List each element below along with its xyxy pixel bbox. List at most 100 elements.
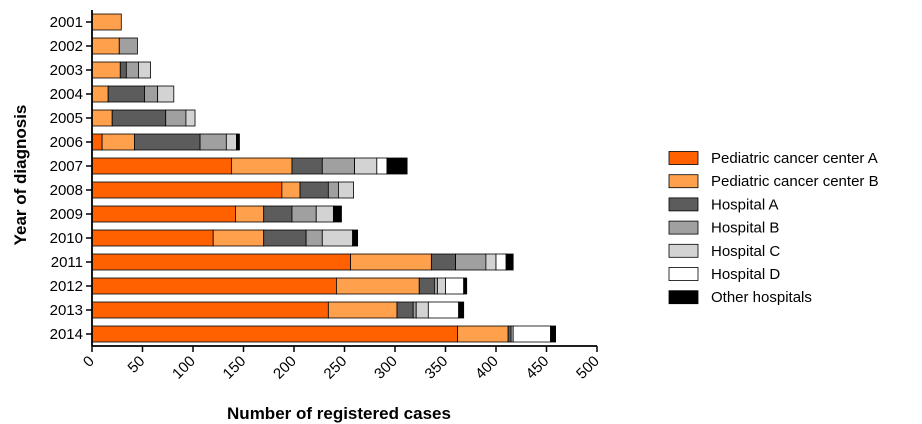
bar-2014-series-5 bbox=[512, 325, 551, 343]
legend-swatch-2 bbox=[668, 197, 699, 212]
legend-label-0: Pediatric cancer center A bbox=[711, 150, 878, 167]
bar-2010-series-0 bbox=[91, 229, 214, 247]
bar-2005-series-3 bbox=[165, 109, 187, 127]
y-tick-label-2005: 2005 bbox=[50, 110, 83, 127]
bar-2009-series-1 bbox=[235, 205, 265, 223]
bar-2002-series-3 bbox=[118, 37, 138, 55]
legend-label-2: Hospital A bbox=[711, 196, 779, 213]
bar-2005-series-2 bbox=[111, 109, 167, 127]
x-tick-label-200: 200 bbox=[270, 353, 300, 383]
bar-2003-series-1 bbox=[91, 61, 121, 79]
legend-label-5: Hospital D bbox=[711, 266, 780, 283]
x-tick-label-500: 500 bbox=[573, 353, 603, 383]
bar-2006-series-1 bbox=[101, 133, 135, 151]
bar-2014-series-6 bbox=[550, 325, 556, 343]
bar-2003-series-3 bbox=[125, 61, 139, 79]
bar-2012-series-2 bbox=[418, 277, 435, 295]
y-tick-label-2009: 2009 bbox=[50, 206, 83, 223]
bar-2009-series-4 bbox=[315, 205, 334, 223]
bar-2005-series-4 bbox=[185, 109, 196, 127]
bar-2004-series-1 bbox=[91, 85, 109, 103]
bar-2012-series-3 bbox=[433, 277, 438, 295]
bar-2012-series-1 bbox=[336, 277, 420, 295]
x-tick-label-350: 350 bbox=[422, 353, 452, 383]
bar-2001-series-1 bbox=[91, 13, 122, 31]
bar-2007-series-5 bbox=[376, 157, 388, 175]
bar-2011-series-3 bbox=[455, 253, 487, 271]
bar-2006-series-3 bbox=[199, 133, 227, 151]
bar-2009-series-0 bbox=[91, 205, 236, 223]
bar-2007-series-4 bbox=[354, 157, 378, 175]
bar-2005-series-1 bbox=[91, 109, 113, 127]
bar-2010-series-2 bbox=[263, 229, 307, 247]
bar-2010-series-6 bbox=[352, 229, 359, 247]
x-tick-label-400: 400 bbox=[472, 353, 502, 383]
bar-2008-series-3 bbox=[327, 181, 339, 199]
bar-2011-series-2 bbox=[430, 253, 456, 271]
legend-label-1: Pediatric cancer center B bbox=[711, 173, 879, 190]
bar-2010-series-4 bbox=[321, 229, 353, 247]
bar-2002-series-1 bbox=[91, 37, 120, 55]
x-tick-label-300: 300 bbox=[371, 353, 401, 383]
bar-2008-series-4 bbox=[338, 181, 354, 199]
legend-swatch-5 bbox=[668, 267, 699, 281]
legend-label-6: Other hospitals bbox=[711, 289, 812, 306]
bar-2012-series-6 bbox=[463, 277, 468, 295]
bar-2014-series-0 bbox=[91, 325, 459, 343]
y-tick-label-2006: 2006 bbox=[50, 134, 83, 151]
y-tick-label-2001: 2001 bbox=[50, 14, 83, 31]
bar-2009-series-3 bbox=[291, 205, 317, 223]
bar-2008-series-2 bbox=[299, 181, 329, 199]
bar-2011-series-0 bbox=[91, 253, 351, 271]
legend-swatch-3 bbox=[668, 220, 699, 235]
bar-2011-series-6 bbox=[505, 253, 514, 271]
legend-label-4: Hospital C bbox=[711, 243, 780, 260]
bar-2012-series-0 bbox=[91, 277, 337, 295]
bar-2009-series-6 bbox=[332, 205, 342, 223]
legend-swatch-1 bbox=[668, 174, 699, 189]
y-tick-label-2014: 2014 bbox=[50, 326, 83, 343]
bar-2012-series-4 bbox=[437, 277, 446, 295]
x-axis-title: Number of registered cases bbox=[227, 404, 451, 423]
bar-2014-series-2 bbox=[507, 325, 512, 343]
x-tick-label-100: 100 bbox=[169, 353, 199, 383]
y-tick-label-2012: 2012 bbox=[50, 278, 83, 295]
bar-2003-series-4 bbox=[138, 61, 151, 79]
bar-2007-series-3 bbox=[321, 157, 355, 175]
legend-swatch-4 bbox=[668, 243, 699, 258]
bars-layer bbox=[91, 13, 556, 343]
bar-2007-series-6 bbox=[386, 157, 408, 175]
y-tick-label-2011: 2011 bbox=[51, 254, 83, 271]
bar-2007-series-1 bbox=[230, 157, 293, 175]
bar-2013-series-4 bbox=[415, 301, 429, 319]
y-tick-label-2013: 2013 bbox=[50, 302, 83, 319]
x-tick-label-250: 250 bbox=[321, 353, 351, 383]
y-tick-label-2007: 2007 bbox=[50, 158, 83, 175]
bar-2013-series-6 bbox=[458, 301, 465, 319]
legend-label-3: Hospital B bbox=[711, 220, 779, 237]
bar-2008-series-0 bbox=[91, 181, 283, 199]
y-axis-title: Year of diagnosis bbox=[11, 105, 30, 246]
bar-2007-series-2 bbox=[291, 157, 323, 175]
x-tick-label-0: 0 bbox=[80, 353, 98, 371]
bar-2012-series-5 bbox=[445, 277, 465, 295]
x-tick-label-450: 450 bbox=[523, 353, 553, 383]
y-tick-label-2004: 2004 bbox=[50, 86, 83, 103]
y-tick-label-2002: 2002 bbox=[50, 38, 83, 55]
bar-2006-series-2 bbox=[134, 133, 201, 151]
bar-2008-series-1 bbox=[281, 181, 301, 199]
bar-2013-series-2 bbox=[396, 301, 414, 319]
bar-2011-series-4 bbox=[485, 253, 497, 271]
bar-2013-series-1 bbox=[327, 301, 398, 319]
bar-2004-series-4 bbox=[157, 85, 175, 103]
bar-2013-series-5 bbox=[427, 301, 460, 319]
y-tick-label-2010: 2010 bbox=[50, 230, 83, 247]
legend-swatch-0 bbox=[668, 151, 699, 165]
bar-2014-series-1 bbox=[457, 325, 509, 343]
legend: Pediatric cancer center A Pediatric cance… bbox=[668, 150, 879, 306]
bar-2010-series-3 bbox=[305, 229, 323, 247]
bar-2011-series-5 bbox=[495, 253, 507, 271]
bar-2010-series-1 bbox=[212, 229, 265, 247]
bar-2004-series-3 bbox=[144, 85, 159, 103]
